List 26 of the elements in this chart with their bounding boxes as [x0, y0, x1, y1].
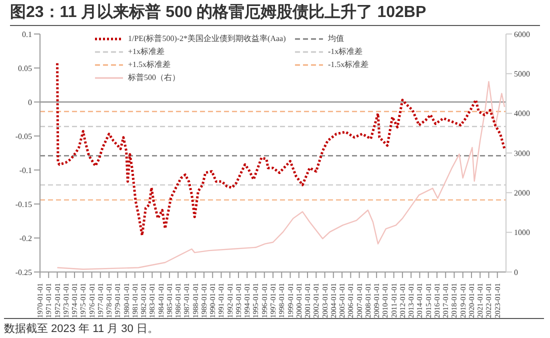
- y2-tick-label: 0: [514, 268, 518, 277]
- y2-tick-label: 6000: [514, 30, 530, 39]
- legend-label: +1.5x标准差: [128, 59, 171, 70]
- legend-label: +1x标准差: [128, 46, 165, 57]
- line-series: [56, 62, 506, 237]
- y-tick-label: -0.05: [15, 132, 32, 141]
- y-tick-label: 0: [28, 98, 32, 107]
- chart-title: 图23：11 月以来标普 500 的格雷厄姆股债比上升了 102BP: [10, 2, 540, 26]
- y2-tick-label: 5000: [514, 70, 530, 79]
- y-tick-label: -0.15: [15, 200, 32, 209]
- y2-tick-label: 4000: [514, 109, 530, 118]
- legend-label: 1/PE(标普500)-2*美国企业债到期收益率(Aaa): [128, 33, 286, 44]
- y-tick-label: -0.1: [19, 166, 32, 175]
- y2-tick-label: 1000: [514, 228, 530, 238]
- legend-label: -1.5x标准差: [328, 59, 369, 70]
- legend-label: -1x标准差: [328, 46, 363, 57]
- legend-label: 均值: [328, 33, 344, 44]
- line-series: [56, 81, 506, 270]
- y-tick-label: -0.2: [19, 234, 32, 243]
- y-tick-label: -0.25: [15, 268, 32, 277]
- y-tick-label: 0.1: [22, 30, 32, 39]
- legend-label: 标普500（右）: [128, 72, 180, 83]
- y-tick-label: 0.05: [18, 64, 32, 73]
- text: 数据截至 2023 年 11 月 30 日。: [4, 323, 158, 335]
- y2-tick-label: 3000: [514, 148, 530, 158]
- y2-tick-label: 2000: [514, 188, 530, 198]
